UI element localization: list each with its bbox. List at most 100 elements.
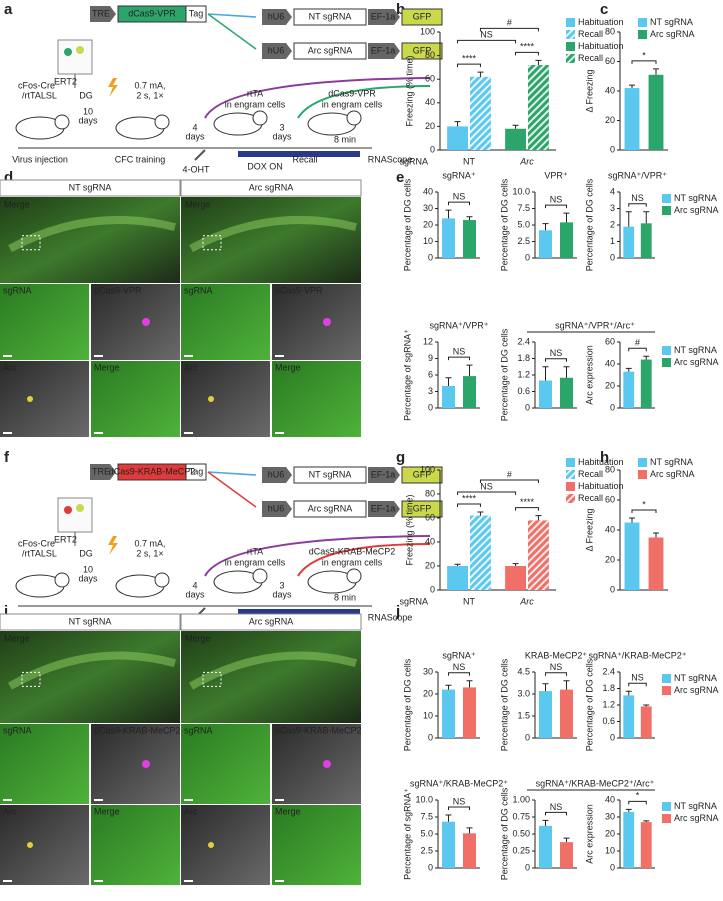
y-tick-label: 30 (605, 811, 615, 821)
y-tick-label: 20 (605, 380, 615, 390)
bar (648, 537, 664, 590)
bar (623, 811, 635, 868)
legend-label: Arc sgRNA (674, 357, 719, 367)
virus (64, 506, 72, 514)
shock-icon (108, 536, 118, 555)
y-tick-label: 40 (425, 97, 435, 107)
sig-label: NS (550, 662, 563, 672)
y-tick-label: 20 (423, 219, 433, 229)
cell (142, 760, 150, 768)
error-bar (477, 511, 484, 516)
syringe (194, 149, 206, 161)
diagram-text: 8 min (334, 592, 356, 602)
legend-label: Recall (578, 469, 603, 479)
y-tick-label: 0 (430, 144, 435, 154)
diagram-text: 4 (192, 580, 197, 590)
legend-label: NT sgRNA (674, 345, 717, 355)
y-tick-label: 0.25 (512, 845, 530, 855)
sig-bracket (457, 39, 517, 44)
y-tick-label: 0 (525, 862, 530, 872)
legend-label: Habituation (578, 17, 624, 27)
error-bar (563, 680, 570, 690)
y-tick-label: 0 (430, 584, 435, 594)
chart-title: sgRNA⁺/KRAB-MeCP2⁺/Arc⁺ (536, 778, 655, 788)
diagram-text: DOX ON (247, 161, 283, 171)
promoter-arrow (262, 9, 292, 25)
sig-label: # (507, 469, 512, 479)
legend-label: Arc sgRNA (674, 205, 719, 215)
y-axis-label: Arc expression (584, 804, 594, 864)
y-axis-label: Freezing (% time) (404, 494, 414, 565)
sig-label: # (635, 338, 640, 348)
bar (538, 380, 553, 408)
diagram-text: DG (79, 90, 93, 100)
y-axis-label: Percentage of sgRNA⁺ (402, 329, 412, 421)
diagram-text: NT sgRNA (309, 11, 352, 21)
y-tick-label: 40 (605, 794, 615, 804)
bar (559, 222, 574, 258)
y-tick-label: 2.5 (420, 845, 433, 855)
image-label: sgRNA (3, 725, 32, 735)
image (272, 284, 361, 360)
cell (323, 760, 331, 768)
diagram-text: GFP (413, 11, 432, 21)
y-tick-label: 2.5 (517, 236, 530, 246)
cell (208, 842, 214, 848)
error-bar (563, 212, 570, 223)
diagram-text: cFos-Cre (18, 538, 55, 548)
diagram-text: Arc sgRNA (308, 503, 353, 513)
bar-hatch (470, 515, 491, 590)
box (185, 5, 207, 23)
bar (623, 226, 635, 258)
sig-label: * (642, 499, 646, 509)
sig-label: * (642, 50, 646, 60)
sig-label: # (507, 18, 512, 28)
error-bar (563, 837, 570, 843)
box (185, 463, 207, 481)
diagram-text: dCas9-VPR (328, 88, 376, 98)
diagram-text: EF-1a (371, 503, 396, 513)
legend-label: NT sgRNA (674, 193, 717, 203)
image-label: Merge (94, 806, 120, 816)
error-bar (625, 690, 632, 696)
image (0, 805, 89, 885)
diagram-text: days (272, 589, 292, 599)
legend-label: Habituation (578, 481, 624, 491)
legend-hatch (566, 30, 575, 39)
image-header (180, 613, 362, 631)
y-tick-label: 1 (610, 236, 615, 246)
promoter-arrow (262, 43, 292, 59)
arrow-effector (297, 543, 431, 577)
y-axis-label: Percentage of DG cells (402, 658, 412, 751)
y-axis-label: Percentage of DG cells (499, 328, 509, 421)
y-tick-label: 20 (605, 828, 615, 838)
x-tick-label: Arc (519, 156, 534, 166)
promoter-arrow (262, 501, 292, 517)
y-tick-label: 0 (610, 584, 615, 594)
legend-swatch (638, 458, 647, 467)
y-tick-label: 0 (610, 732, 615, 742)
sig-label: NS (631, 193, 644, 203)
sig-bracket (448, 672, 470, 676)
image (181, 361, 270, 437)
y-tick-label: 20 (605, 554, 615, 564)
sig-label: **** (520, 497, 535, 507)
panel-label: c (600, 1, 608, 18)
y-axis-label: Percentage of DG cells (499, 787, 509, 880)
y-tick-label: 40 (425, 536, 435, 546)
y-tick-label: 60 (605, 56, 615, 66)
error-bar (512, 563, 519, 566)
chart-title: sgRNA⁺/KRAB-MeCP2⁺ (410, 778, 508, 788)
sig-label: * (636, 791, 640, 801)
legend-swatch (662, 686, 671, 695)
sig-bracket (515, 507, 539, 511)
y-tick-label: 0 (610, 144, 615, 154)
y-tick-label: 7.5 (517, 203, 530, 213)
image-label: dCas9-VPR (94, 285, 142, 295)
legend-swatch (566, 482, 575, 491)
arrow-effector (297, 85, 431, 119)
diagram-text: 10 (83, 106, 93, 116)
sig-bracket (631, 509, 657, 513)
